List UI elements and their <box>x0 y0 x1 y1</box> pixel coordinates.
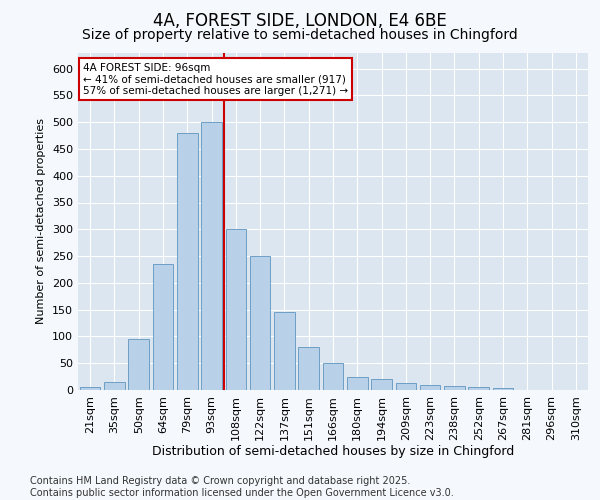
Bar <box>128 339 149 390</box>
Text: Contains HM Land Registry data © Crown copyright and database right 2025.
Contai: Contains HM Land Registry data © Crown c… <box>30 476 454 498</box>
X-axis label: Distribution of semi-detached houses by size in Chingford: Distribution of semi-detached houses by … <box>152 446 514 458</box>
Bar <box>347 376 368 390</box>
Bar <box>371 380 392 390</box>
Bar <box>298 347 319 390</box>
Bar <box>226 230 246 390</box>
Bar <box>104 382 125 390</box>
Y-axis label: Number of semi-detached properties: Number of semi-detached properties <box>37 118 46 324</box>
Bar <box>177 133 197 390</box>
Bar <box>469 388 489 390</box>
Text: Size of property relative to semi-detached houses in Chingford: Size of property relative to semi-detach… <box>82 28 518 42</box>
Bar <box>274 312 295 390</box>
Bar <box>152 264 173 390</box>
Bar <box>493 388 514 390</box>
Bar <box>201 122 222 390</box>
Bar <box>323 363 343 390</box>
Bar <box>80 388 100 390</box>
Text: 4A, FOREST SIDE, LONDON, E4 6BE: 4A, FOREST SIDE, LONDON, E4 6BE <box>153 12 447 30</box>
Bar <box>420 384 440 390</box>
Bar <box>444 386 465 390</box>
Bar <box>395 383 416 390</box>
Bar <box>250 256 271 390</box>
Text: 4A FOREST SIDE: 96sqm
← 41% of semi-detached houses are smaller (917)
57% of sem: 4A FOREST SIDE: 96sqm ← 41% of semi-deta… <box>83 62 348 96</box>
